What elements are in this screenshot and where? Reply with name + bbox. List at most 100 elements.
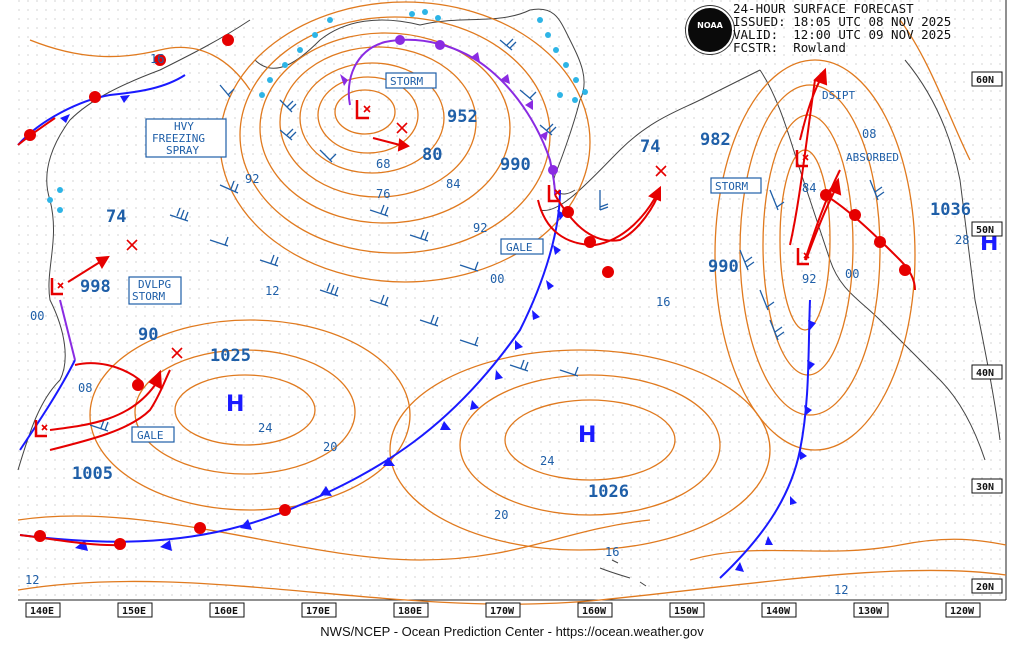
map-frame	[18, 0, 1007, 601]
lon-label: 170E	[301, 602, 337, 618]
pressure-1036: 1036	[930, 200, 971, 220]
wind-barbs	[89, 38, 885, 432]
lon-label: 120W	[945, 602, 981, 618]
warning-heavy-freezing-spray: HVY FREEZING SPRAY	[145, 118, 227, 158]
pressure-990-c: 990	[708, 257, 739, 277]
isobar-value-labels: 16 92 68 76 84 92 00 12 20 24 16 84 08 9…	[25, 52, 969, 597]
lon-label: 160E	[209, 602, 245, 618]
lon-label: 150W	[669, 602, 705, 618]
svg-text:00: 00	[490, 272, 504, 286]
lat-label: 30N	[971, 478, 1003, 494]
warning-developing-storm: DVLPG STORM	[128, 276, 182, 305]
lat-label: 60N	[971, 71, 1003, 87]
svg-text:24: 24	[540, 454, 554, 468]
warning-gale-west: GALE	[131, 426, 175, 443]
annotation-dsipt: DSIPT	[822, 89, 855, 102]
svg-text:SPRAY: SPRAY	[166, 144, 199, 157]
pressure-value-labels: 952 80 990 74 982 1036 74 998 90 1025 99…	[72, 107, 971, 502]
lon-label: 160W	[577, 602, 613, 618]
pressure-982: 982	[700, 130, 731, 150]
warm-fronts	[17, 79, 916, 547]
svg-text:H: H	[578, 423, 596, 448]
svg-text:20: 20	[494, 508, 508, 522]
svg-text:STORM: STORM	[390, 75, 423, 88]
pressure-1005: 1005	[72, 464, 113, 484]
lon-label: 150E	[117, 602, 153, 618]
lat-label: 40N	[971, 364, 1003, 380]
high-center-markers: H H H	[226, 231, 998, 448]
svg-text:140E: 140E	[30, 606, 54, 617]
svg-text:GALE: GALE	[506, 241, 533, 254]
svg-text:160W: 160W	[582, 606, 607, 617]
svg-text:92: 92	[245, 172, 259, 186]
lon-label: 130W	[853, 602, 889, 618]
svg-text:140W: 140W	[766, 606, 791, 617]
header-title: 24-HOUR SURFACE FORECAST	[733, 1, 914, 16]
svg-text:92: 92	[802, 272, 816, 286]
svg-text:84: 84	[446, 177, 460, 191]
svg-text:28: 28	[955, 233, 969, 247]
lat-label: 50N	[971, 221, 1003, 237]
svg-text:60N: 60N	[976, 75, 994, 86]
svg-text:08: 08	[78, 381, 92, 395]
warm-front-semicircles	[24, 34, 911, 550]
svg-text:40N: 40N	[976, 368, 994, 379]
pressure-980: 80	[422, 145, 442, 165]
svg-text:H: H	[226, 392, 244, 417]
warning-storm-east: STORM	[710, 177, 762, 194]
pressure-1025: 1025	[210, 346, 251, 366]
svg-text:160E: 160E	[214, 606, 238, 617]
occluded-front-symbols	[340, 35, 558, 175]
longitude-axis: 140E 150E 160E 170E 180E 170W 160W 150W …	[25, 602, 981, 618]
svg-text:12: 12	[25, 573, 39, 587]
svg-text:DVLPG: DVLPG	[138, 278, 171, 291]
lon-label: 170W	[485, 602, 521, 618]
svg-text:HVY: HVY	[174, 120, 194, 133]
svg-text:92: 92	[473, 221, 487, 235]
svg-text:16: 16	[605, 545, 619, 559]
svg-text:12: 12	[265, 284, 279, 298]
svg-text:130W: 130W	[858, 606, 883, 617]
warning-storm-west: STORM	[385, 72, 437, 89]
grid-dots	[18, 0, 1008, 600]
isobars	[17, 1, 1007, 605]
svg-text:30N: 30N	[976, 482, 994, 493]
pressure-974-a: 74	[640, 137, 660, 157]
svg-text:170W: 170W	[490, 606, 515, 617]
svg-text:20N: 20N	[976, 582, 994, 593]
svg-text:STORM: STORM	[715, 180, 748, 193]
noaa-logo: NOAA	[686, 6, 734, 54]
svg-text:180E: 180E	[398, 606, 422, 617]
svg-text:H: H	[980, 231, 998, 256]
svg-text:84: 84	[802, 181, 816, 195]
pressure-952: 952	[447, 107, 478, 127]
pressure-998: 998	[80, 277, 111, 297]
svg-text:68: 68	[376, 157, 390, 171]
pressure-974-b: 74	[106, 207, 126, 227]
warning-boxes: STORM HVY FREEZING SPRAY STORM GALE DVLP…	[128, 72, 762, 443]
ice-edge	[47, 9, 588, 213]
svg-text:00: 00	[845, 267, 859, 281]
lon-label: 140E	[25, 602, 61, 618]
svg-text:08: 08	[862, 127, 876, 141]
cold-fronts	[17, 74, 811, 579]
latitude-axis: 60N 50N 40N 30N 20N	[971, 71, 1003, 594]
svg-text:20: 20	[323, 440, 337, 454]
svg-text:GALE: GALE	[137, 429, 164, 442]
header-forecaster: FCSTR: Rowland	[733, 40, 846, 55]
svg-text:16: 16	[150, 52, 164, 66]
svg-text:24: 24	[258, 421, 272, 435]
header-valid: VALID: 12:00 UTC 09 NOV 2025	[733, 27, 952, 42]
svg-text:FREEZING: FREEZING	[152, 132, 205, 145]
lon-label: 180E	[393, 602, 429, 618]
annotation-absorbed: ABSORBED	[846, 151, 899, 164]
annotations: DSIPT ABSORBED	[822, 89, 899, 164]
svg-text:170E: 170E	[306, 606, 330, 617]
svg-text:00: 00	[30, 309, 44, 323]
cold-front-triangles	[60, 95, 816, 572]
pressure-990-b: 90	[138, 325, 158, 345]
svg-text:150W: 150W	[674, 606, 699, 617]
svg-text:150E: 150E	[122, 606, 146, 617]
header-issued: ISSUED: 18:05 UTC 08 NOV 2025	[733, 14, 952, 29]
lat-label: 20N	[971, 578, 1003, 594]
